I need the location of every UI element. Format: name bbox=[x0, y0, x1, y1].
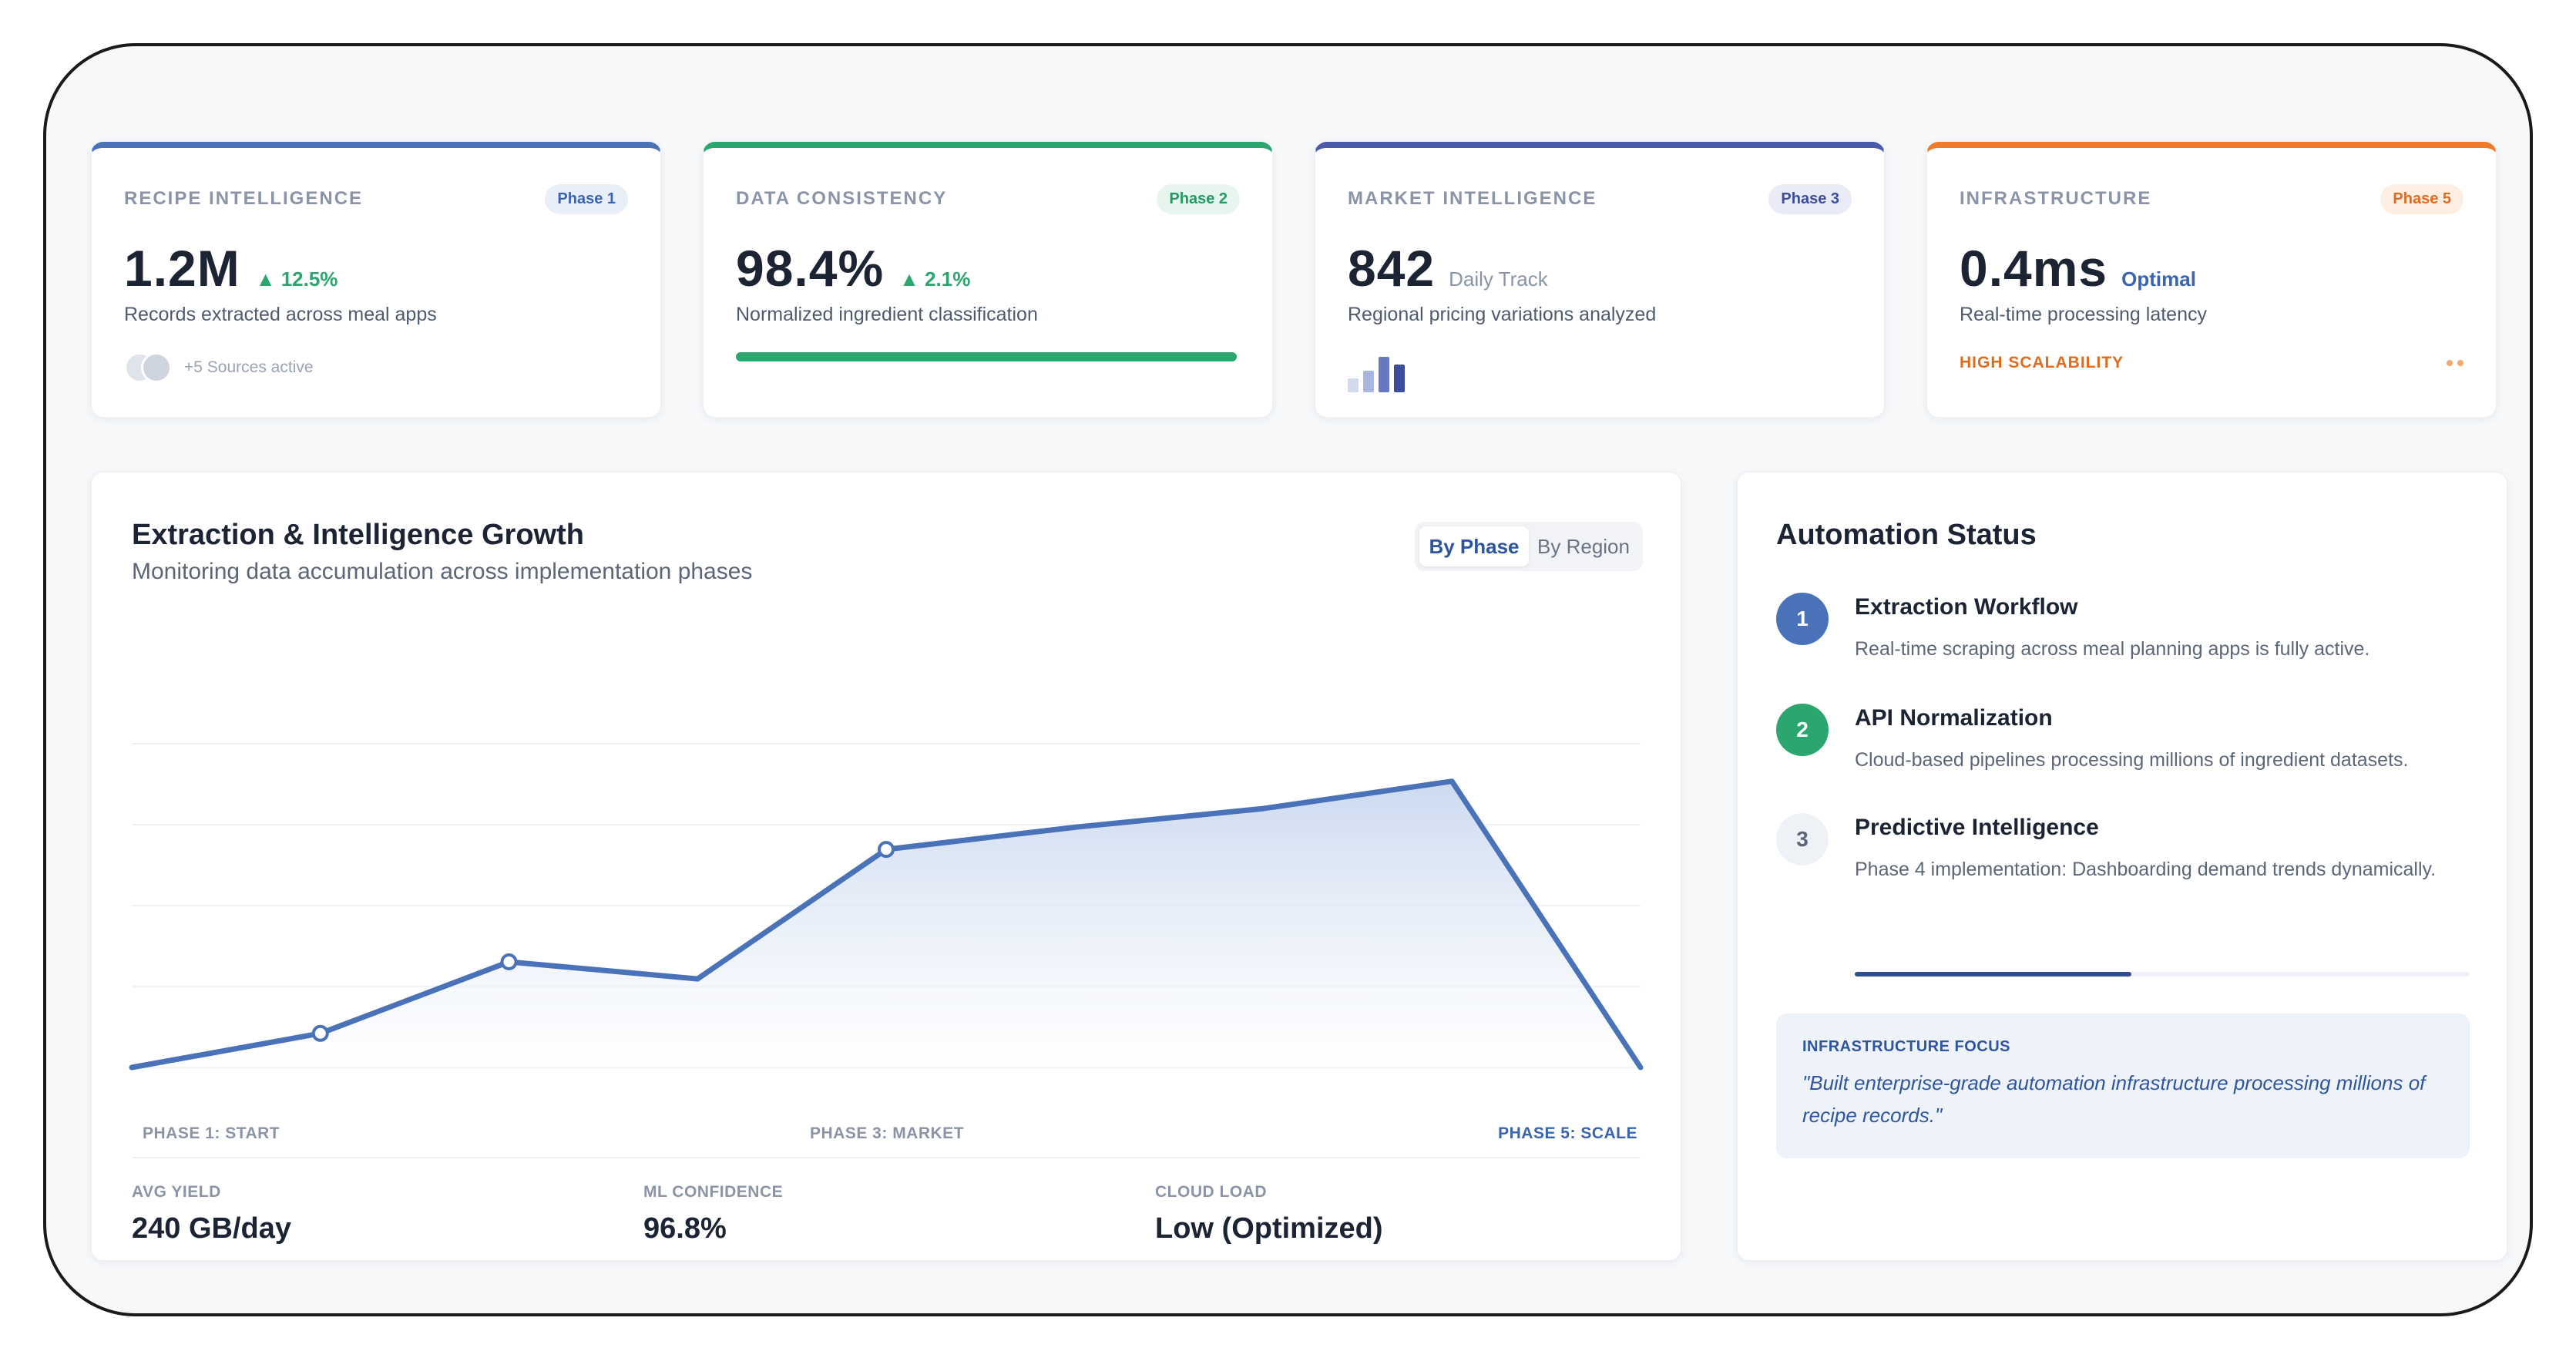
stat-description: Real-time processing latency bbox=[1960, 304, 2207, 325]
metric-label: CLOUD LOAD bbox=[1155, 1183, 1267, 1201]
stat-description: Records extracted across meal apps bbox=[124, 304, 437, 325]
stat-value: 842 bbox=[1348, 240, 1436, 297]
metric-ml-confidence: ML CONFIDENCE 96.8% bbox=[643, 1183, 783, 1245]
step-title: Extraction Workflow bbox=[1855, 594, 2078, 620]
metric-value: 96.8% bbox=[643, 1212, 727, 1245]
focus-label: INFRASTRUCTURE FOCUS bbox=[1802, 1038, 2010, 1055]
stat-description: Regional pricing variations analyzed bbox=[1348, 304, 1657, 325]
stat-delta: ▲ 2.1% bbox=[899, 267, 971, 291]
toggle-by-phase[interactable]: By Phase bbox=[1419, 526, 1529, 566]
infrastructure-focus-box: INFRASTRUCTURE FOCUS "Built enterprise-g… bbox=[1776, 1013, 2470, 1158]
data-point bbox=[311, 1024, 329, 1042]
view-toggle: By Phase By Region bbox=[1415, 522, 1643, 571]
metric-label: ML CONFIDENCE bbox=[643, 1183, 784, 1201]
metric-avg-yield: AVG YIELD 240 GB/day bbox=[132, 1183, 291, 1245]
scalability-label: HIGH SCALABILITY bbox=[1960, 354, 2124, 371]
step-description: Cloud-based pipelines processing million… bbox=[1855, 749, 2409, 771]
metric-value: 240 GB/day bbox=[132, 1212, 291, 1245]
status-dot bbox=[2457, 360, 2463, 366]
source-avatar-icon bbox=[141, 352, 172, 383]
stat-label: DATA CONSISTENCY bbox=[736, 188, 948, 209]
progress-fill bbox=[1855, 972, 2132, 976]
step-title: API Normalization bbox=[1855, 705, 2053, 731]
metric-label: AVG YIELD bbox=[132, 1183, 221, 1201]
stat-subtext: Optimal bbox=[2121, 267, 2196, 291]
mini-bar bbox=[1348, 378, 1359, 392]
stat-value: 98.4% bbox=[736, 240, 885, 297]
stat-value: 0.4ms bbox=[1960, 240, 2108, 297]
stat-label: INFRASTRUCTURE bbox=[1960, 188, 2152, 209]
step-description: Real-time scraping across meal planning … bbox=[1855, 638, 2370, 660]
growth-area-chart bbox=[129, 743, 1644, 1071]
stat-delta: ▲ 12.5% bbox=[255, 267, 338, 291]
automation-title: Automation Status bbox=[1776, 519, 2037, 551]
mini-bar-chart-icon bbox=[1348, 352, 1852, 392]
mini-bar bbox=[1363, 371, 1374, 392]
predictive-progress-bar bbox=[1855, 972, 2470, 976]
automation-status-card: Automation Status 1 Extraction Workflow … bbox=[1737, 472, 2507, 1261]
consistency-progress-bar bbox=[736, 352, 1237, 361]
stat-card-recipe-intelligence[interactable]: RECIPE INTELLIGENCE Phase 1 1.2M ▲ 12.5%… bbox=[91, 142, 661, 418]
status-dot bbox=[2447, 360, 2453, 366]
divider bbox=[132, 1157, 1641, 1158]
metric-cloud-load: CLOUD LOAD Low (Optimized) bbox=[1155, 1183, 1383, 1245]
phase-badge: Phase 1 bbox=[545, 183, 628, 214]
stat-description: Normalized ingredient classification bbox=[736, 304, 1038, 325]
growth-chart-card: Extraction & Intelligence Growth Monitor… bbox=[91, 472, 1681, 1261]
phase-badge: Phase 3 bbox=[1768, 183, 1852, 214]
phase-label-market: PHASE 3: MARKET bbox=[810, 1124, 965, 1142]
stat-subtext: Daily Track bbox=[1449, 267, 1548, 291]
data-point bbox=[878, 841, 895, 859]
area-fill bbox=[132, 781, 1641, 1067]
dashboard-frame: RECIPE INTELLIGENCE Phase 1 1.2M ▲ 12.5%… bbox=[43, 43, 2533, 1316]
step-number-badge: 2 bbox=[1776, 704, 1829, 756]
mini-bar bbox=[1379, 357, 1389, 392]
chart-title: Extraction & Intelligence Growth bbox=[132, 519, 584, 551]
step-number-badge: 3 bbox=[1776, 813, 1829, 866]
dashboard-stage: RECIPE INTELLIGENCE Phase 1 1.2M ▲ 12.5%… bbox=[46, 46, 2530, 1313]
phase-axis-labels: PHASE 1: START PHASE 3: MARKET PHASE 5: … bbox=[143, 1124, 1637, 1148]
focus-quote: "Built enterprise-grade automation infra… bbox=[1802, 1071, 2426, 1127]
status-dots-icon bbox=[2447, 360, 2463, 366]
stat-label: MARKET INTELLIGENCE bbox=[1348, 188, 1597, 209]
chart-subtitle: Monitoring data accumulation across impl… bbox=[132, 559, 753, 584]
sources-row: +5 Sources active bbox=[124, 352, 628, 383]
mini-bar bbox=[1394, 365, 1405, 392]
stat-value: 1.2M bbox=[124, 240, 240, 297]
step-title: Predictive Intelligence bbox=[1855, 815, 2099, 840]
sources-text: +5 Sources active bbox=[184, 358, 314, 376]
toggle-by-region[interactable]: By Region bbox=[1537, 534, 1630, 558]
stat-card-data-consistency[interactable]: DATA CONSISTENCY Phase 2 98.4% ▲ 2.1% No… bbox=[703, 142, 1273, 418]
stat-label: RECIPE INTELLIGENCE bbox=[124, 188, 364, 209]
data-point bbox=[500, 953, 518, 970]
metric-value: Low (Optimized) bbox=[1155, 1212, 1383, 1245]
phase-label-start: PHASE 1: START bbox=[143, 1124, 280, 1142]
phase-badge: Phase 5 bbox=[2380, 183, 2463, 214]
phase-badge: Phase 2 bbox=[1157, 183, 1240, 214]
step-description: Phase 4 implementation: Dashboarding dem… bbox=[1855, 859, 2437, 880]
stat-card-infrastructure[interactable]: INFRASTRUCTURE Phase 5 0.4ms Optimal Rea… bbox=[1926, 142, 2497, 418]
phase-label-scale: PHASE 5: SCALE bbox=[1498, 1124, 1637, 1142]
stat-card-market-intelligence[interactable]: MARKET INTELLIGENCE Phase 3 842 Daily Tr… bbox=[1315, 142, 1885, 418]
step-number-badge: 1 bbox=[1776, 593, 1829, 645]
